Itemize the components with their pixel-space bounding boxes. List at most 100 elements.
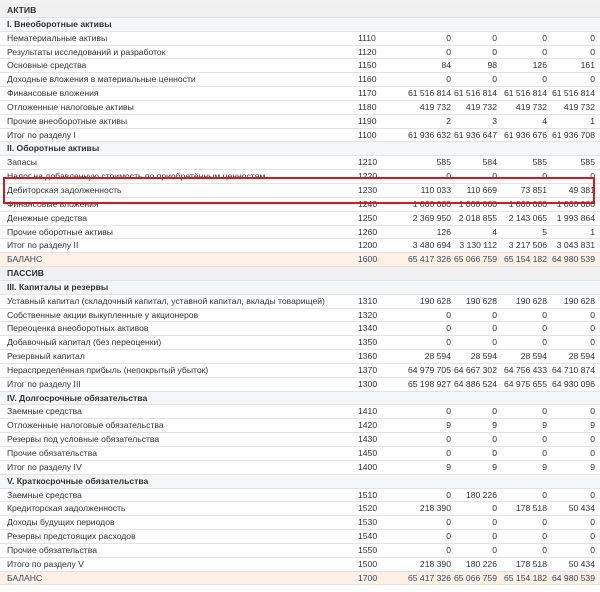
row-value: 0 — [446, 74, 451, 85]
row-value: 64 710 874 — [551, 364, 595, 375]
row-value: 4 — [492, 226, 497, 237]
row-value: 0 — [446, 406, 451, 417]
row-code: 1340 — [358, 323, 378, 334]
row-value: 9 — [590, 461, 595, 472]
row-value: 0 — [492, 337, 497, 348]
row-code: 1550 — [358, 544, 378, 555]
row-code: 1320 — [358, 309, 378, 320]
row-value: 0 — [590, 434, 595, 445]
table-row: Резервы предстоящих расходов 1540 0 0 0 0 — [0, 530, 600, 544]
row-code: 1250 — [358, 212, 378, 223]
row-value: 28 594 — [568, 351, 595, 362]
row-value: 3 130 112 — [459, 240, 497, 251]
row-value: 61 516 814 — [407, 88, 451, 99]
row-value: 0 — [542, 434, 547, 445]
table-row: Итог по разделу I 1100 61 936 632 61 936 64… — [0, 129, 600, 143]
table-row: Кредиторская задолженность 1520 218 390 0 17… — [0, 502, 600, 517]
section-header: IV. Долгосрочные обязательства — [0, 391, 600, 406]
row-label: Нематериальные активы — [7, 32, 108, 43]
row-value: 3 043 831 — [556, 240, 595, 251]
row-label: Прочие оборотные активы — [7, 226, 113, 237]
row-value: 419 732 — [563, 101, 595, 112]
row-value: 0 — [590, 531, 595, 542]
row-value: 190 628 — [515, 295, 547, 306]
row-value: 585 — [436, 157, 451, 168]
row-value: 0 — [446, 46, 451, 57]
row-value: 0 — [542, 531, 547, 542]
row-code: 1540 — [358, 531, 378, 542]
row-value: 50 434 — [568, 503, 595, 514]
table-row: Переоценка внеоборотных активов 1340 0 0 0 0 — [0, 322, 600, 337]
row-value: 0 — [590, 544, 595, 555]
row-label: Прочие внеоборотные активы — [7, 115, 128, 126]
row-label: Добавочный капитал (без переоценки) — [7, 337, 162, 348]
row-code: 1240 — [358, 198, 378, 209]
table-row: Прочие оборотные активы 1260 126 4 5 1 — [0, 226, 600, 240]
row-value: 3 480 694 — [412, 240, 451, 251]
table-row: Отложенные налоговые активы 1180 419 732 41… — [0, 101, 600, 115]
part-header: АКТИВ — [0, 4, 600, 18]
row-label: БАЛАНС — [7, 254, 43, 265]
row-label: Итог по разделу III — [7, 378, 81, 389]
row-value: 1 — [590, 226, 595, 237]
row-value: 64 886 524 — [453, 378, 497, 389]
row-value: 64 975 655 — [503, 378, 547, 389]
row-value: 1 — [590, 115, 595, 126]
table-row: Доходные вложения в материальные ценност… — [0, 73, 600, 88]
row-label: Результаты исследований и разработок — [7, 46, 166, 57]
row-value: 5 — [542, 226, 547, 237]
row-value: 0 — [590, 489, 595, 500]
row-label: Итог по разделу II — [7, 240, 79, 251]
row-value: 0 — [446, 448, 451, 458]
row-code: 1170 — [358, 88, 377, 99]
table-row: Прочие внеоборотные активы 1190 2 3 4 1 — [0, 115, 600, 129]
row-value: 0 — [542, 544, 547, 555]
row-value: 0 — [542, 171, 547, 182]
row-value: 585 — [532, 157, 547, 168]
row-value: 218 390 — [419, 558, 451, 569]
table-row: Собственные акции выкупленные у акционер… — [0, 309, 600, 323]
row-label: Заемные средства — [7, 406, 82, 417]
table-row: Итог по разделу III 1300 65 198 927 64 886 … — [0, 378, 600, 392]
row-value: 3 217 506 — [508, 240, 547, 251]
row-value: 0 — [590, 74, 595, 85]
row-code: 1400 — [358, 461, 378, 472]
row-value: 65 417 326 — [407, 572, 451, 583]
row-value: 64 756 433 — [503, 364, 547, 375]
row-value: 9 — [446, 420, 451, 431]
row-value: 0 — [492, 503, 497, 514]
row-value: 0 — [590, 323, 595, 334]
row-value: 0 — [542, 309, 547, 320]
row-code: 1190 — [358, 115, 377, 126]
row-value: 0 — [446, 32, 451, 43]
table-row: Отложенные налоговые обязательства 1420 9 9… — [0, 419, 600, 434]
row-label: Финансовые вложения — [7, 88, 99, 99]
row-value: 0 — [590, 32, 595, 43]
row-value: 2 — [446, 115, 451, 126]
table-row: Основные средства 1150 84 98 126 161 — [0, 59, 600, 74]
row-value: 0 — [446, 531, 451, 542]
row-code: 1430 — [358, 434, 378, 445]
table-row: Резервы под условные обязательства 1430 0 0… — [0, 433, 600, 447]
row-value: 126 — [532, 60, 547, 71]
row-value: 61 936 708 — [551, 129, 595, 140]
row-code: 1110 — [358, 32, 376, 43]
row-value: 0 — [446, 544, 451, 555]
row-label: Итого по разделу V — [7, 558, 84, 569]
row-label: Отложенные налоговые обязательства — [7, 420, 164, 431]
row-code: 1410 — [358, 406, 378, 417]
row-value: 584 — [482, 157, 497, 168]
row-label: Переоценка внеоборотных активов — [7, 323, 149, 334]
row-value: 64 980 539 — [551, 572, 595, 583]
row-label: Резервы под условные обязательства — [7, 434, 160, 445]
table-row: Нематериальные активы 1110 0 0 0 0 — [0, 32, 600, 46]
row-value: 0 — [492, 406, 497, 417]
row-code: 1500 — [358, 558, 378, 569]
row-value: 0 — [590, 517, 595, 528]
row-label: Основные средства — [7, 60, 87, 71]
table-row: Запасы 1210 585 584 585 585 — [0, 156, 600, 171]
row-value: 0 — [492, 531, 497, 542]
row-label: Отложенные налоговые активы — [7, 101, 134, 112]
row-value: 0 — [590, 171, 595, 182]
row-code: 1600 — [358, 254, 378, 265]
